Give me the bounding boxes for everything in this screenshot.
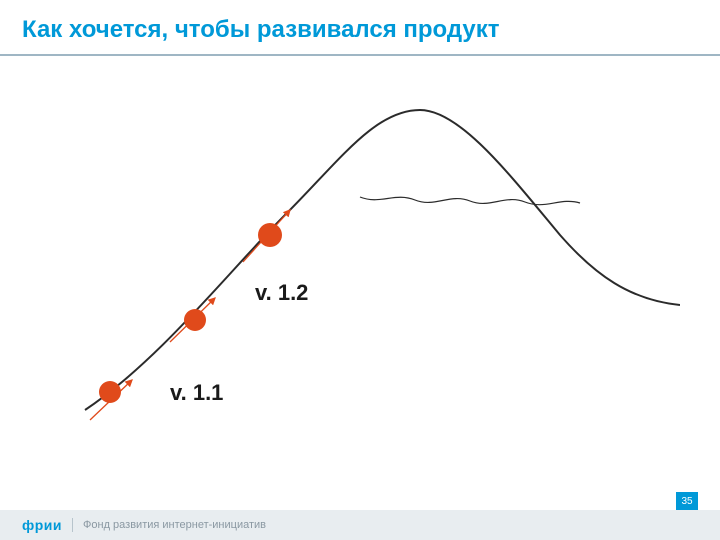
footer-separator [72,518,73,532]
secondary-curve [360,197,580,205]
point-2 [258,223,282,247]
slide-title: Как хочется, чтобы развивался продукт [22,16,500,44]
label-v11: v. 1.1 [170,380,223,406]
main-curve [85,110,680,410]
footer: фрии Фонд развития интернет-инициатив [0,510,720,540]
page-number-badge: 35 [676,492,698,510]
label-v12: v. 1.2 [255,280,308,306]
footer-brand: фрии [22,517,62,533]
title-underline [0,54,720,56]
footer-subtitle: Фонд развития интернет-инициатив [83,519,266,531]
diagram-svg [40,80,680,460]
point-0 [99,381,121,403]
point-1 [184,309,206,331]
growth-diagram: v. 1.1 v. 1.2 [40,80,680,460]
slide: Как хочется, чтобы развивался продукт v.… [0,0,720,540]
page-number: 35 [681,496,692,507]
